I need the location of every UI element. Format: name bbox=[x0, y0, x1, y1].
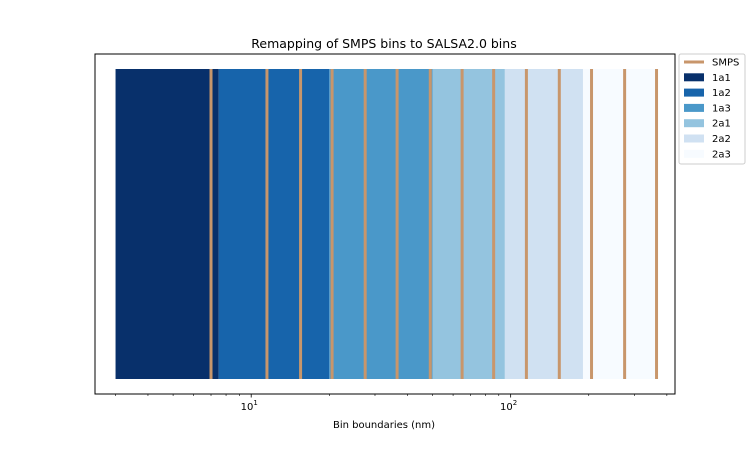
bin-1a2 bbox=[218, 69, 330, 379]
plot-frame bbox=[94, 53, 676, 395]
x-axis-label: Bin boundaries (nm) bbox=[333, 420, 435, 431]
legend-label-2a1: 2a1 bbox=[712, 119, 731, 130]
legend-swatch-1a3 bbox=[684, 103, 704, 112]
legend: SMPS 1a1 1a2 1a3 2a1 2a2 2a3 bbox=[678, 53, 746, 165]
bin-2a3 bbox=[582, 69, 659, 379]
bin-1a1 bbox=[115, 69, 219, 379]
legend-label-2a2: 2a2 bbox=[712, 134, 731, 145]
bin-1a3 bbox=[329, 69, 433, 379]
legend-swatch-1a2 bbox=[684, 88, 704, 97]
bin-2a2 bbox=[504, 69, 583, 379]
x-axis-ticks: 101 102 bbox=[115, 394, 668, 413]
x-tick-label: 102 bbox=[500, 399, 517, 413]
legend-swatch-1a1 bbox=[684, 73, 704, 82]
legend-label-1a1: 1a1 bbox=[712, 73, 731, 84]
legend-label-smps: SMPS bbox=[712, 58, 739, 69]
bins-layer bbox=[115, 69, 659, 379]
legend-label-2a3: 2a3 bbox=[712, 149, 731, 160]
legend-swatch-2a3 bbox=[684, 149, 704, 158]
chart-title: Remapping of SMPS bins to SALSA2.0 bins bbox=[251, 36, 516, 51]
legend-label-1a2: 1a2 bbox=[712, 88, 731, 99]
legend-swatch-2a2 bbox=[684, 134, 704, 143]
x-tick-label: 101 bbox=[241, 399, 258, 413]
smps-lines bbox=[209, 69, 659, 379]
legend-swatch-2a1 bbox=[684, 119, 704, 128]
legend-label-1a3: 1a3 bbox=[712, 103, 731, 114]
